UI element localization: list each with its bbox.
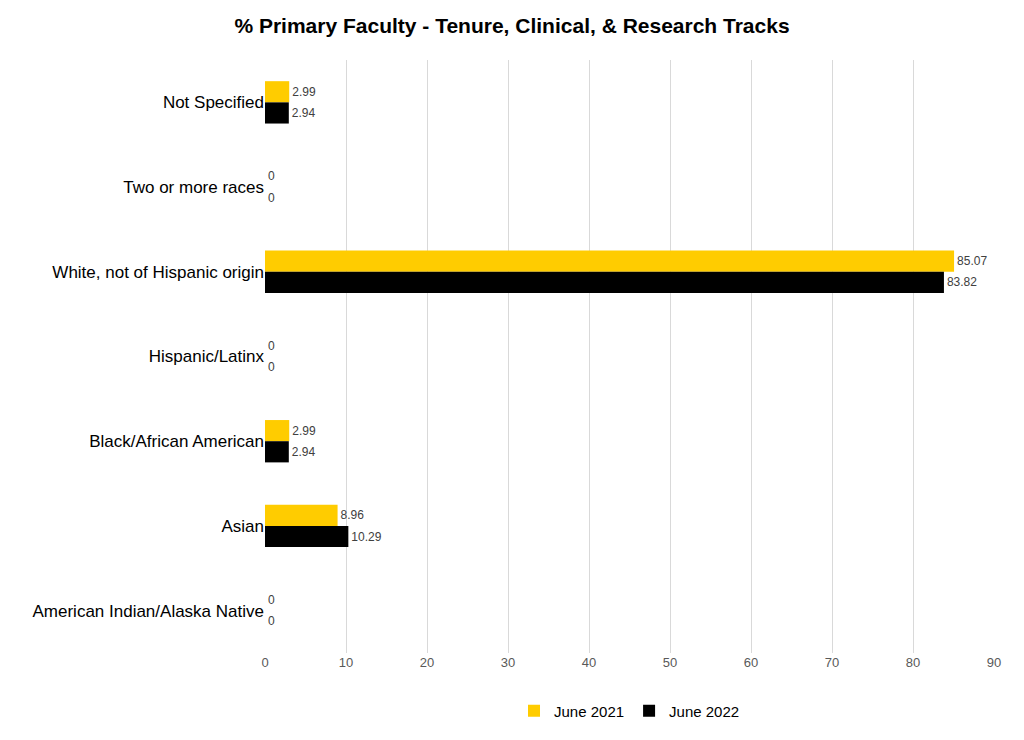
svg-text:0: 0	[268, 593, 275, 607]
svg-text:85.07: 85.07	[957, 254, 987, 268]
svg-text:2.99: 2.99	[292, 424, 316, 438]
svg-text:Not Specified: Not Specified	[163, 93, 264, 112]
svg-text:Asian: Asian	[221, 517, 264, 536]
svg-text:0: 0	[268, 360, 275, 374]
svg-text:2.99: 2.99	[292, 85, 316, 99]
svg-text:30: 30	[501, 655, 515, 670]
svg-text:2.94: 2.94	[292, 445, 316, 459]
svg-text:0: 0	[268, 614, 275, 628]
svg-text:50: 50	[663, 655, 677, 670]
svg-text:% Primary Faculty - Tenure, Cl: % Primary Faculty - Tenure, Clinical, & …	[234, 14, 789, 37]
svg-text:70: 70	[825, 655, 839, 670]
svg-text:American Indian/Alaska Native: American Indian/Alaska Native	[32, 602, 264, 621]
svg-text:8.96: 8.96	[341, 508, 365, 522]
svg-text:90: 90	[987, 655, 1001, 670]
svg-text:Hispanic/Latinx: Hispanic/Latinx	[149, 347, 265, 366]
svg-text:80: 80	[906, 655, 920, 670]
svg-text:Black/African American: Black/African American	[89, 432, 264, 451]
svg-text:June 2021: June 2021	[554, 703, 624, 720]
svg-text:60: 60	[744, 655, 758, 670]
svg-text:0: 0	[261, 655, 268, 670]
svg-text:0: 0	[268, 169, 275, 183]
svg-text:83.82: 83.82	[947, 275, 977, 289]
svg-text:0: 0	[268, 191, 275, 205]
svg-text:10.29: 10.29	[351, 530, 381, 544]
svg-text:June 2022: June 2022	[669, 703, 739, 720]
svg-text:White, not of Hispanic origin: White, not of Hispanic origin	[52, 263, 264, 282]
svg-text:0: 0	[268, 339, 275, 353]
svg-text:Two or more races: Two or more races	[123, 178, 264, 197]
svg-text:10: 10	[339, 655, 353, 670]
svg-text:2.94: 2.94	[292, 106, 316, 120]
svg-text:40: 40	[582, 655, 596, 670]
svg-text:20: 20	[420, 655, 434, 670]
